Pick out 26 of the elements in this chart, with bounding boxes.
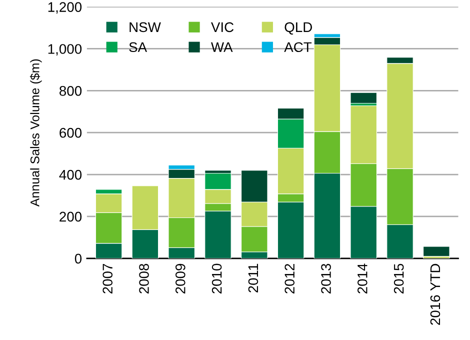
y-tick-label: 600 (60, 128, 82, 138)
x-tick-label: 2007 (102, 264, 113, 294)
y-tick-label: 1,000 (48, 44, 82, 56)
x-tick-label: 2016 YTD (430, 264, 440, 325)
x-tick-label: 2008 (139, 264, 149, 294)
legend-label: QLD (284, 22, 312, 35)
legend-label: ACT (284, 42, 312, 52)
bar (423, 246, 450, 257)
x-tick-label: 2012 (284, 264, 295, 294)
y-tick-label: 800 (60, 86, 82, 96)
bar (350, 92, 377, 104)
y-axis-title: Annual Sales Volume ($m) (30, 59, 42, 207)
legend-label: WA (211, 42, 233, 52)
y-tick-label: 400 (59, 170, 82, 180)
y-tick-label: 1,200 (48, 2, 82, 14)
legend-label: NSW (130, 22, 161, 32)
y-tick-label: 200 (60, 212, 82, 222)
x-tick-label: 2011 (248, 264, 258, 292)
x-tick-label: 2014 (358, 264, 368, 294)
legend-label: VIC (211, 22, 234, 32)
x-tick-label: 2009 (175, 264, 186, 294)
x-tick-label: 2010 (212, 264, 222, 294)
legend-label: SA (129, 42, 148, 52)
x-tick-label: 2013 (321, 264, 331, 294)
y-tick-label: 0 (74, 254, 82, 264)
x-tick-label: 2015 (394, 264, 404, 294)
